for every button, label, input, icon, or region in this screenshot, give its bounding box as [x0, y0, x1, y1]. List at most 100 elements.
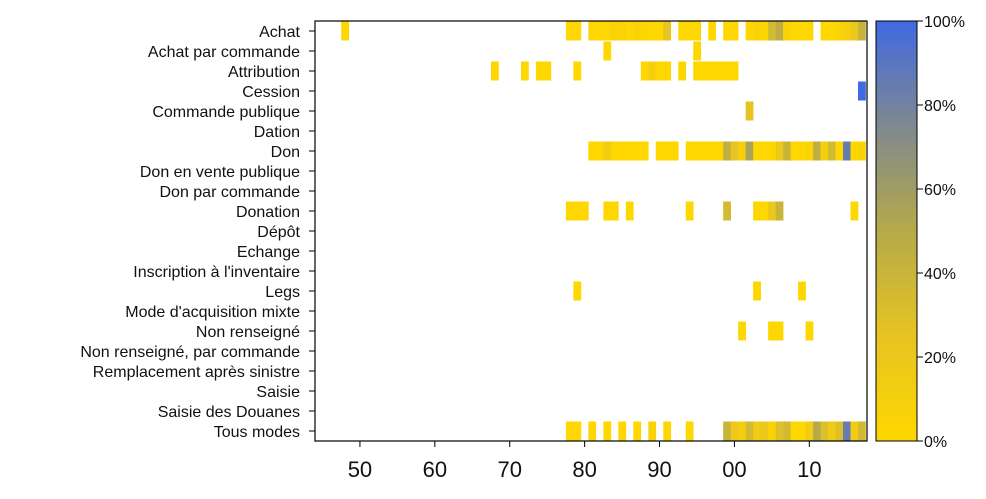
heatmap-cell — [775, 201, 784, 221]
heatmap-cell — [798, 21, 806, 41]
y-tick-label: Dépôt — [257, 224, 300, 241]
heatmap-cell — [618, 141, 627, 161]
y-tick-label: Don — [271, 144, 300, 161]
heatmap-cell — [775, 421, 784, 441]
heatmap-cell — [790, 21, 799, 41]
y-tick-label: Non renseigné — [196, 324, 300, 341]
heatmap-cell — [715, 141, 724, 161]
heatmap-cell — [850, 421, 859, 441]
heatmap-cell — [715, 61, 724, 81]
heatmap-cell — [835, 21, 844, 41]
heatmap-cell — [693, 21, 702, 41]
heatmap-cell — [685, 21, 694, 41]
heatmap-cell — [835, 141, 844, 161]
heatmap-cell — [768, 421, 776, 441]
heatmap-cell — [828, 421, 836, 441]
heatmap-cell — [805, 21, 814, 41]
heatmap-cell — [610, 201, 619, 221]
x-tick-label: 80 — [572, 457, 596, 482]
heatmap-cell — [573, 281, 582, 301]
y-tick-label: Cession — [242, 84, 300, 101]
heatmap-cell — [820, 421, 829, 441]
heatmap-cell — [618, 21, 627, 41]
heatmap-cell — [603, 21, 612, 41]
heatmap-cell — [753, 21, 761, 41]
heatmap-cell — [603, 421, 612, 441]
heatmap-cell — [790, 141, 799, 161]
heatmap-cell — [805, 321, 814, 341]
heatmap-cell — [693, 61, 702, 81]
heatmap-cell — [700, 61, 709, 81]
heatmap-cell — [693, 141, 702, 161]
heatmap-cell — [595, 141, 604, 161]
heatmap-cell — [565, 201, 574, 221]
heatmap-cell — [745, 141, 754, 161]
y-tick-label: Commande publique — [152, 104, 300, 121]
heatmap-cell — [708, 61, 717, 81]
heatmap-cell — [633, 421, 642, 441]
heatmap-cell — [700, 141, 709, 161]
heatmap-cell — [640, 21, 649, 41]
heatmap-cell — [573, 21, 582, 41]
heatmap-cell — [655, 141, 664, 161]
heatmap-cell — [760, 421, 769, 441]
heatmap-cell — [843, 21, 851, 41]
heatmap-cell — [798, 281, 806, 301]
heatmap-cell — [858, 141, 866, 161]
heatmap-cell — [745, 101, 754, 121]
heatmap-cell — [663, 421, 672, 441]
y-tick-label: Don en vente publique — [140, 164, 300, 181]
heatmap-cell — [753, 141, 761, 161]
heatmap-cell — [588, 21, 597, 41]
heatmap-cell — [693, 41, 702, 61]
heatmap-cell — [835, 421, 844, 441]
heatmap-cell — [678, 61, 687, 81]
y-tick-label: Non renseigné, par commande — [80, 344, 300, 361]
heatmap-cell — [723, 141, 731, 161]
heatmap-cell — [760, 141, 769, 161]
heatmap-cell — [685, 201, 694, 221]
y-tick-label: Echange — [237, 244, 300, 261]
heatmap-cell — [618, 421, 627, 441]
heatmap-cell — [783, 421, 791, 441]
heatmap-cell — [768, 201, 776, 221]
heatmap-cell — [678, 21, 687, 41]
heatmap-cell — [843, 141, 851, 161]
heatmap-cell — [685, 141, 694, 161]
heatmap-cell — [663, 61, 672, 81]
heatmap-cell — [820, 21, 829, 41]
y-tick-label: Inscription à l'inventaire — [133, 264, 300, 281]
heatmap-cell — [730, 421, 739, 441]
heatmap-cell — [723, 21, 731, 41]
heatmap-cell — [828, 141, 836, 161]
heatmap-cell — [588, 141, 597, 161]
x-tick-label: 70 — [497, 457, 521, 482]
heatmap-cell — [738, 321, 746, 341]
x-tick-label: 10 — [797, 457, 821, 482]
y-tick-label: Saisie des Douanes — [158, 404, 300, 421]
heatmap-cell — [648, 21, 657, 41]
heatmap-cell — [625, 141, 634, 161]
colorbar-tick-label: 80% — [924, 98, 956, 115]
heatmap-cell — [798, 141, 806, 161]
heatmap-cell — [655, 61, 664, 81]
heatmap-cell — [730, 141, 739, 161]
heatmap-cell — [633, 21, 642, 41]
heatmap-cell — [648, 421, 657, 441]
heatmap-cell — [745, 21, 754, 41]
heatmap-cell — [573, 421, 582, 441]
heatmap-cell — [790, 421, 799, 441]
heatmap-cell — [760, 21, 769, 41]
x-tick-label: 90 — [647, 457, 671, 482]
heatmap-cell — [640, 141, 649, 161]
colorbar-tick-label: 20% — [924, 350, 956, 367]
heatmap-cell — [850, 21, 859, 41]
heatmap-cell — [768, 321, 776, 341]
colorbar-tick-label: 60% — [924, 182, 956, 199]
y-tick-label: Achat par commande — [148, 44, 300, 61]
heatmap-cell — [520, 61, 529, 81]
heatmap-cell — [708, 141, 717, 161]
y-axis-ticks — [309, 30, 315, 432]
heatmap-cell — [670, 141, 679, 161]
x-tick-label: 00 — [722, 457, 746, 482]
